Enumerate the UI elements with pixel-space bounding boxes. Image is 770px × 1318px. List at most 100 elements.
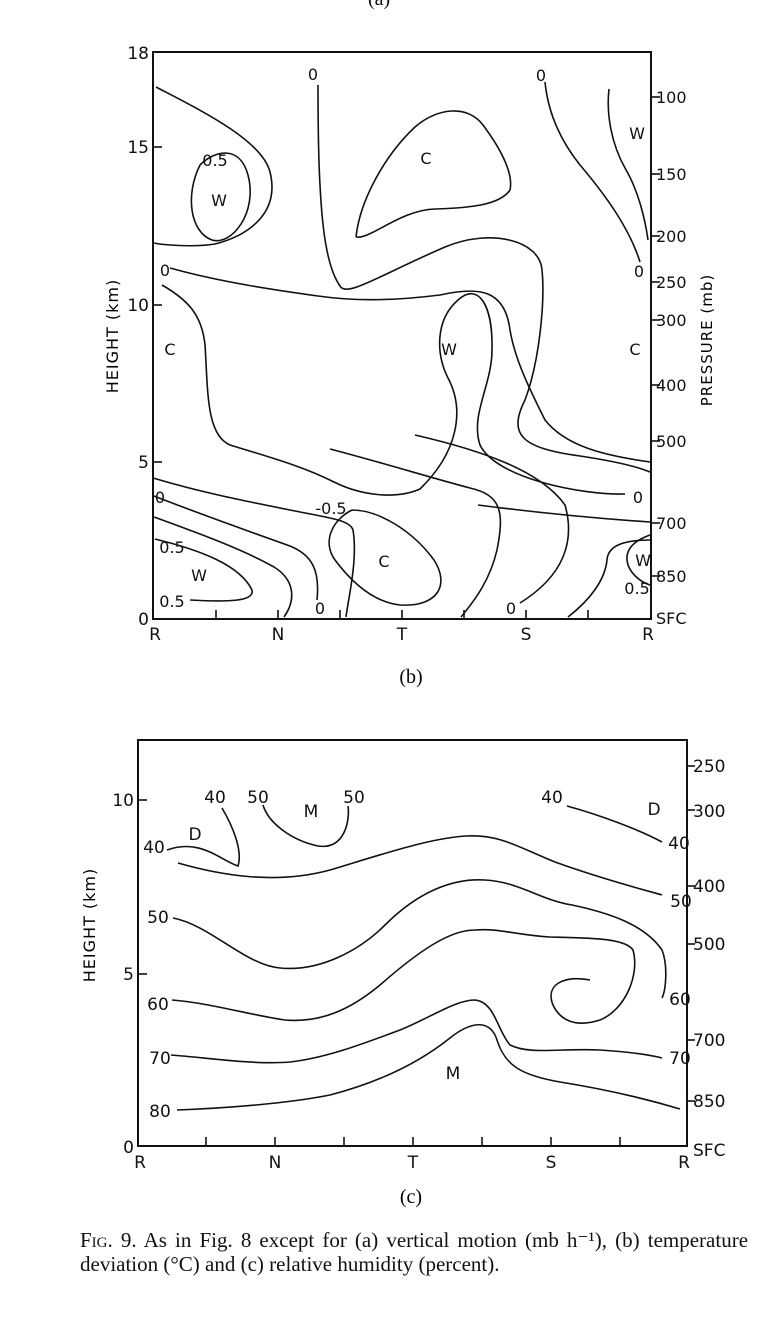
contour-line [329, 448, 502, 618]
region-label: C [164, 340, 175, 359]
top-partial-label: (a) [368, 0, 390, 11]
contour-line [169, 267, 651, 463]
panel-b-xtick-N: N [272, 625, 285, 645]
panel-b-y2label: PRESSURE (mb) [698, 274, 716, 406]
pressure-tick-label: 500 [693, 935, 725, 955]
panel-c-caption-label: (c) [400, 1186, 422, 1208]
contour-value-label: 0 [633, 488, 643, 507]
panel-c-ytick-5: 5 [123, 965, 134, 985]
pressure-tick-label: 400 [693, 877, 725, 897]
panel-c-contours [166, 804, 681, 1111]
region-label: C [420, 149, 431, 168]
panel-c-xtick-N: N [269, 1153, 282, 1173]
contour-value-label: 40 [204, 788, 226, 808]
region-label: W [441, 340, 457, 359]
contour-value-label: 40 [668, 834, 690, 854]
figure-caption-text: As in Fig. 8 except for (a) vertical mot… [80, 1228, 749, 1276]
contour-line [154, 538, 253, 602]
pressure-tick-label: 300 [656, 311, 687, 330]
pressure-tick-label: 300 [693, 802, 725, 822]
pressure-tick-label: SFC [693, 1141, 725, 1161]
panel-b-frame [152, 51, 652, 620]
contour-value-label: 70 [669, 1049, 691, 1069]
contour-value-label: 0.5 [159, 592, 184, 611]
region-label: W [635, 551, 651, 570]
pressure-tick-label: 100 [656, 88, 687, 107]
contour-value-label: -0.5 [315, 499, 346, 518]
contour-line [477, 504, 651, 523]
contour-value-label: 0 [536, 66, 546, 85]
panel-b-ytick-10: 10 [127, 296, 149, 316]
panel-c-xtick-R2: R [678, 1153, 690, 1173]
pressure-tick-label: 200 [656, 227, 687, 246]
contour-value-label: 50 [343, 788, 365, 808]
region-label: W [629, 124, 645, 143]
contour-line [317, 84, 651, 473]
panel-c-ytick-10: 10 [112, 791, 134, 811]
region-label: M [304, 802, 319, 822]
panel-b-xtick-S: S [521, 625, 532, 645]
region-label: W [191, 566, 207, 585]
panel-b-ytick-0: 0 [138, 610, 149, 630]
panel-c-xtick-S: S [546, 1153, 557, 1173]
panel-c-xtick-T: T [407, 1153, 419, 1173]
contour-line [355, 110, 512, 238]
panel-b-xtick-R2: R [642, 625, 654, 645]
pressure-tick-label: 400 [656, 376, 687, 395]
contour-value-label: 50 [147, 908, 169, 928]
contour-line [153, 495, 319, 601]
contour-value-label: 0 [155, 488, 165, 507]
panel-b-pressure-ticks [651, 96, 660, 577]
pressure-tick-label: 850 [656, 567, 687, 586]
contour-line [152, 477, 356, 618]
panel-b-ytick-15: 15 [127, 138, 149, 158]
contour-line [544, 81, 641, 263]
contour-line [166, 807, 240, 868]
pressure-tick-label: 250 [693, 757, 725, 777]
contour-value-label: 40 [541, 788, 563, 808]
pressure-tick-label: 850 [693, 1092, 725, 1112]
contour-value-label: 0 [634, 262, 644, 281]
contour-line [176, 1024, 681, 1111]
pressure-tick-label: SFC [656, 609, 687, 628]
contour-value-label: 60 [147, 995, 169, 1015]
contour-value-label: 60 [669, 990, 691, 1010]
panel-b-caption-label: (b) [399, 666, 422, 688]
contour-value-label: 0 [308, 65, 318, 84]
contour-value-label: 0 [160, 261, 170, 280]
contour-line [153, 86, 273, 247]
panel-b-left-ticks [153, 146, 162, 463]
contour-value-label: 0 [315, 599, 325, 618]
contour-value-label: 80 [149, 1102, 171, 1122]
panel-b-contours [152, 81, 651, 618]
contour-line [566, 805, 663, 843]
panel-b-ytick-18: 18 [127, 44, 149, 64]
panel-b-ylabel: HEIGHT (km) [103, 279, 122, 393]
contour-value-label: 0.5 [202, 151, 227, 170]
contour-line [414, 434, 570, 604]
region-label: M [446, 1064, 461, 1084]
contour-line [626, 534, 651, 586]
figure-label: Fig. 9. [80, 1228, 137, 1252]
contour-line [171, 928, 636, 1024]
pressure-tick-label: 500 [656, 432, 687, 451]
contour-value-label: 0 [506, 599, 516, 618]
contour-line [607, 88, 649, 241]
contour-line [153, 516, 293, 618]
contour-line [328, 509, 442, 606]
panel-b-bottom-ticks [215, 610, 589, 619]
contour-line [567, 539, 651, 618]
panel-b-xtick-R1: R [149, 625, 161, 645]
panel-c-pressure-ticks [687, 765, 695, 1102]
panel-b: 18 15 10 5 0 HEIGHT (km) R N T S R [103, 44, 716, 688]
region-label: W [211, 191, 227, 210]
contour-value-label: 0.5 [159, 538, 184, 557]
contour-line [170, 999, 663, 1064]
region-label: D [188, 825, 201, 845]
contour-line [177, 835, 663, 896]
pressure-tick-label: 150 [656, 165, 687, 184]
contour-value-label: 40 [143, 838, 165, 858]
panel-c-left-ticks [138, 799, 147, 975]
contour-line [190, 152, 251, 242]
